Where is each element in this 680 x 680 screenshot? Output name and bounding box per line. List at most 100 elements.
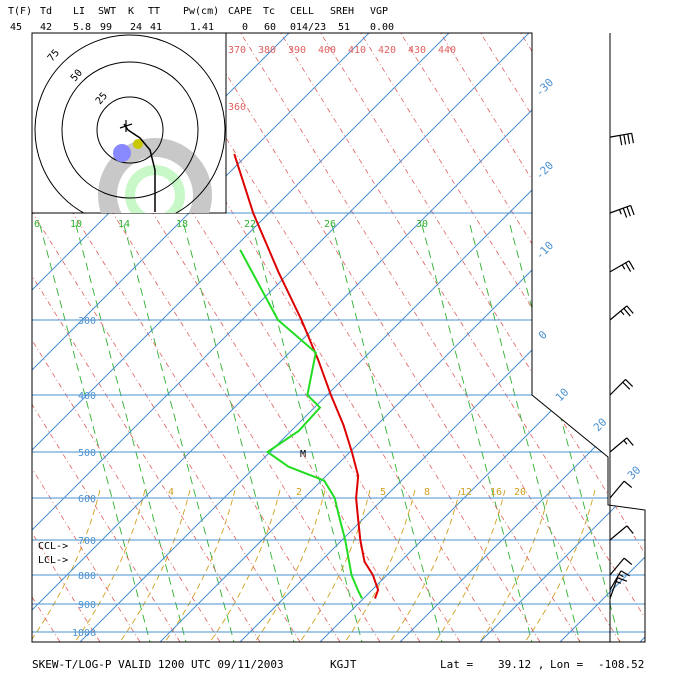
isotherm-label-4: 10	[553, 386, 572, 405]
isotherm-line	[319, 33, 645, 642]
wind-barb	[609, 557, 633, 576]
mixing-ratio-line	[123, 224, 235, 642]
isotherm-line	[479, 33, 645, 642]
adiabat-label-410: 410	[348, 45, 366, 56]
ccl-label: CCL->	[38, 541, 68, 552]
index-value-4: 99	[100, 22, 112, 33]
dry-adiabat-line	[479, 33, 645, 642]
index-header-2: Td	[40, 6, 52, 17]
mixing-ratio-line	[421, 224, 533, 642]
hodo-ring-2	[96, 96, 164, 164]
isotherm-label-0: -30	[533, 76, 556, 99]
index-value-12: 0.00	[370, 22, 394, 33]
isotherm-line	[639, 33, 645, 642]
wet-bulb-line	[344, 489, 416, 642]
wet-bulb-line	[209, 489, 281, 642]
adiabat-label-440: 440	[438, 45, 456, 56]
adiabat-label-360: 360	[228, 102, 246, 113]
wet-bulb-line	[434, 489, 506, 642]
index-header-3: LI	[73, 6, 85, 17]
isotherm-label-2: -10	[533, 239, 556, 262]
wetbulb-label-3: 8	[424, 487, 430, 498]
mixing-label-30: 30	[416, 219, 428, 230]
index-value-1: 45	[10, 22, 22, 33]
wetbulb-label-5: 16	[490, 487, 502, 498]
footer-lon-label: Lon =	[550, 658, 583, 671]
adiabat-label-420: 420	[378, 45, 396, 56]
footer-lon-value: -108.52	[598, 658, 644, 671]
index-header-5: K	[128, 6, 134, 17]
mixing-label-14: 14	[118, 219, 130, 230]
isotherm-line	[32, 33, 451, 642]
dewpoint-profile	[239, 249, 363, 599]
dry-adiabat-line	[439, 33, 645, 642]
dry-adiabat-line	[319, 33, 645, 642]
indices-header-row: T(F) Td LI SWT K TT Pw(cm) CAPE Tc CELL SREH VGP	[8, 6, 388, 17]
index-header-6: TT	[148, 6, 160, 17]
isotherm-line	[559, 33, 645, 642]
index-header-4: SWT	[98, 6, 116, 17]
max-temp-marker: M	[300, 449, 306, 460]
wind-barb	[609, 132, 634, 146]
mixing-label-18: 18	[176, 219, 188, 230]
mixing-label-10: 10	[70, 219, 82, 230]
isotherm-label-3: 0	[536, 328, 550, 342]
wind-barb	[609, 379, 634, 396]
isobar-label-600: 600	[78, 494, 96, 505]
footer-station: KGJT	[330, 658, 357, 671]
isobar-label-700: 700	[78, 536, 96, 547]
isobar-label-1000: 1000	[72, 628, 96, 639]
isobar-label-500: 500	[78, 448, 96, 459]
mixing-ratio-line	[39, 224, 151, 642]
wet-bulb-line	[524, 489, 596, 642]
wind-barb	[609, 480, 633, 499]
index-header-11: SREH	[330, 6, 354, 17]
mixing-label-26: 26	[324, 219, 336, 230]
wetbulb-label-6: 20	[514, 487, 526, 498]
isotherm-line	[239, 33, 645, 642]
indices-value-row: 45 42 5.8 99 24 41 1.41 0 60 014/23 51 0.00	[10, 22, 394, 33]
isotherm-label-1: -20	[533, 159, 556, 182]
adiabat-label-380: 380	[258, 45, 276, 56]
index-header-1: T(F)	[8, 6, 32, 17]
index-value-8: 0	[242, 22, 248, 33]
hodo-storm-motion	[113, 144, 131, 162]
wetbulb-label-2: 5	[380, 487, 386, 498]
wind-barb	[609, 570, 630, 591]
wind-barb	[609, 437, 634, 453]
index-header-10: CELL	[290, 6, 314, 17]
plot-border	[31, 32, 646, 643]
wet-bulb-line	[299, 489, 371, 642]
index-value-11: 51	[338, 22, 350, 33]
wetbulb-label-0: 4	[168, 487, 174, 498]
index-value-10: 014/23	[290, 22, 326, 33]
isotherm-line	[159, 33, 645, 642]
dry-adiabat-line	[279, 33, 645, 642]
isotherm-line	[32, 33, 371, 642]
isotherm-label-5: 20	[591, 416, 610, 435]
wet-bulb-line	[32, 489, 101, 642]
wind-barb	[609, 577, 628, 599]
wet-bulb-lines	[32, 489, 596, 642]
dry-adiabat-line	[559, 33, 645, 642]
adiabat-label-390: 390	[288, 45, 306, 56]
mixing-ratio-line	[509, 224, 621, 642]
adiabat-label-370: 370	[228, 45, 246, 56]
mixing-label-22: 22	[244, 219, 256, 230]
wet-bulb-line	[164, 489, 236, 642]
adiabat-label-430: 430	[408, 45, 426, 56]
mixing-ratio-line	[331, 224, 443, 642]
mixing-ratio-line	[75, 224, 187, 642]
wet-bulb-line	[254, 489, 326, 642]
index-header-9: Tc	[263, 6, 275, 17]
mixing-ratio-line	[183, 224, 295, 642]
isobar-label-800: 800	[78, 571, 96, 582]
index-value-3: 5.8	[73, 22, 91, 33]
mixing-label-6: 6	[34, 219, 40, 230]
adiabat-label-400: 400	[318, 45, 336, 56]
mixing-ratio-lines	[39, 224, 621, 642]
mixing-ratio-line	[251, 224, 363, 642]
index-value-9: 60	[264, 22, 276, 33]
